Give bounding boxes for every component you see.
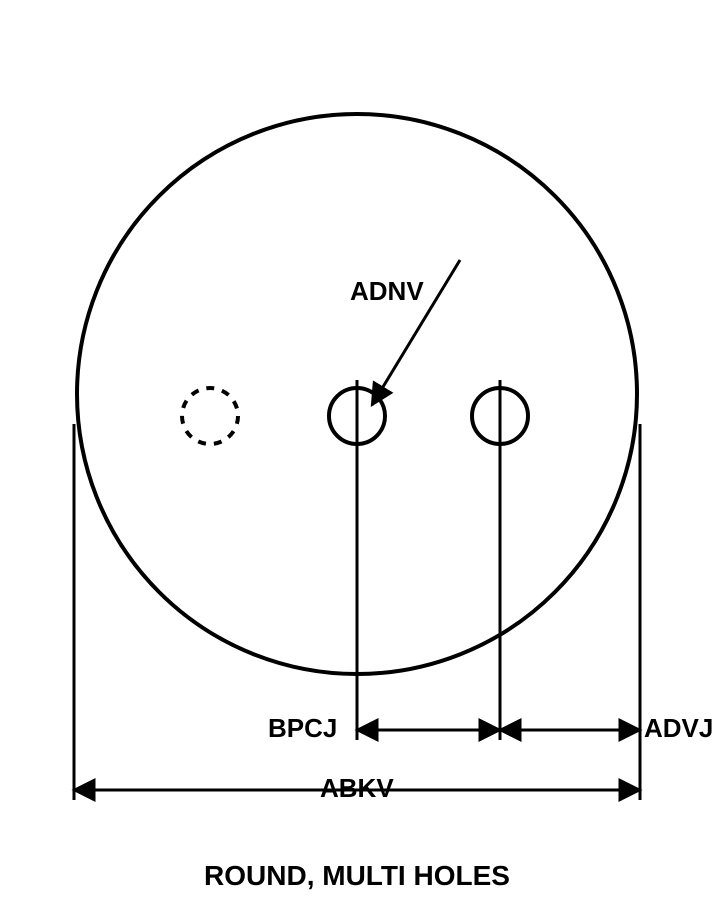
- abkv-label: ABKV: [320, 773, 394, 803]
- extension-lines: [74, 424, 640, 800]
- holes-group: [182, 380, 528, 452]
- diagram-caption: ROUND, MULTI HOLES: [0, 860, 714, 892]
- hole-0: [182, 388, 238, 444]
- adnv-label: ADNV: [350, 276, 424, 306]
- advj-label: ADVJ: [644, 713, 713, 743]
- bpcj-label: BPCJ: [268, 713, 337, 743]
